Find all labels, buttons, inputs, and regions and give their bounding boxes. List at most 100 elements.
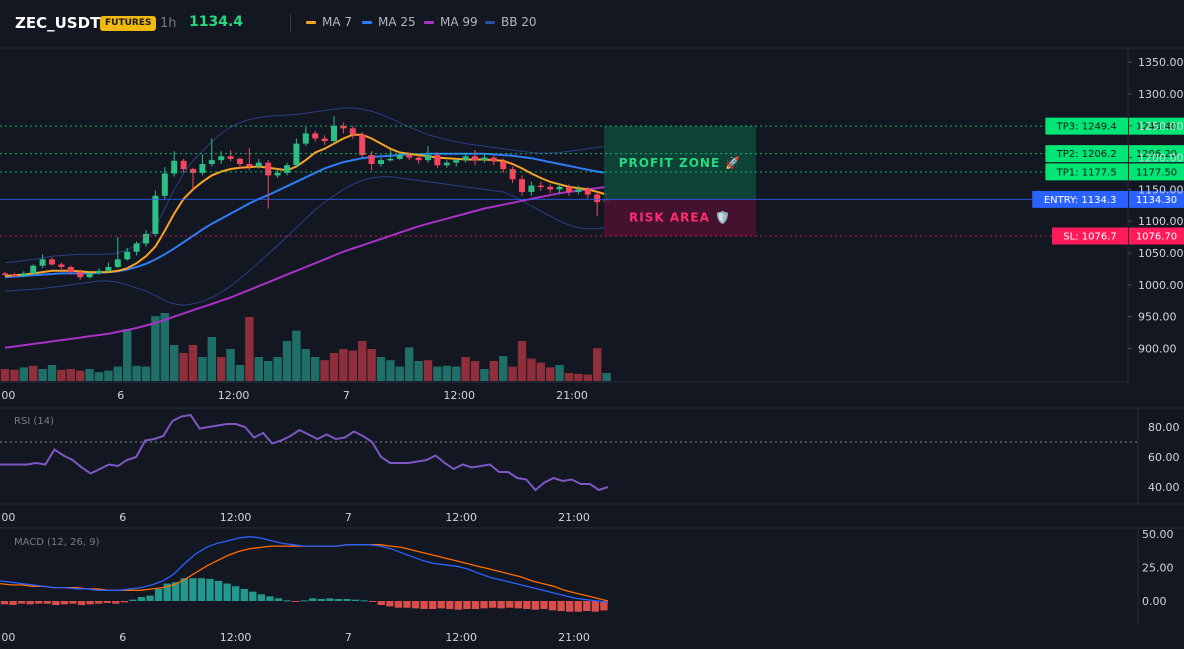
legend-ma99-swatch bbox=[424, 20, 434, 24]
macd-hist-bar bbox=[223, 583, 231, 601]
volume-bar bbox=[254, 357, 263, 381]
volume-bars bbox=[0, 313, 611, 381]
price-tick-label: 1300.00 bbox=[1138, 88, 1184, 101]
candle-body bbox=[124, 251, 131, 260]
legend-ma25-swatch bbox=[362, 20, 372, 24]
macd-time-label: 21:00 bbox=[558, 631, 590, 644]
macd-hist-bar bbox=[343, 598, 351, 601]
macd-hist-bar bbox=[43, 601, 51, 604]
legend-ma7[interactable]: MA 7 bbox=[306, 15, 352, 29]
volume-bar bbox=[499, 356, 508, 381]
macd-hist-bar bbox=[274, 598, 283, 601]
candle-body bbox=[133, 243, 140, 252]
symbol-label[interactable]: ZEC_USDT bbox=[15, 14, 101, 32]
candle-body bbox=[575, 189, 582, 192]
volume-bar bbox=[188, 345, 198, 381]
tp3-price-tag bbox=[1129, 117, 1184, 135]
macd-hist-bar bbox=[369, 601, 377, 602]
rsi-time-label: 12:00 bbox=[445, 511, 477, 524]
macd-hist-bar bbox=[9, 601, 17, 606]
entry-tag bbox=[1032, 190, 1128, 208]
volume-bar bbox=[179, 353, 188, 381]
legend-bb20[interactable]: BB 20 bbox=[485, 15, 537, 29]
volume-bar bbox=[536, 362, 545, 381]
main-time-label: 21:00 bbox=[556, 389, 588, 402]
candle-body bbox=[190, 169, 196, 173]
candle-body bbox=[30, 265, 37, 274]
candle-body bbox=[537, 185, 544, 188]
candle-body bbox=[49, 259, 55, 265]
macd-hist-bar bbox=[514, 601, 522, 609]
volume-bar bbox=[151, 316, 160, 381]
legend-ma99-label: MA 99 bbox=[440, 15, 478, 29]
tp1-price-label: 1177.50 bbox=[1136, 167, 1177, 178]
volume-bar bbox=[339, 349, 348, 381]
rsi-panel[interactable]: RSI (14) 40.00 60.00 80.00 2:00 6 12:00 7 12:00 2… bbox=[0, 407, 1184, 524]
profit-zone bbox=[604, 126, 756, 200]
main-time-label: 12:00 bbox=[443, 389, 475, 402]
macd-hist-bar bbox=[112, 601, 120, 604]
volume-bar bbox=[452, 366, 461, 381]
macd-hist-bar bbox=[454, 601, 463, 610]
volume-bar bbox=[320, 360, 329, 381]
volume-bar bbox=[301, 349, 310, 381]
rsi-time-label: 21:00 bbox=[558, 511, 590, 524]
macd-hist-bar bbox=[266, 596, 274, 601]
macd-panel[interactable]: MACD (12, 26, 9) 0.00 25.00 50.00 2:00 6 12:00… bbox=[0, 527, 1184, 644]
header-divider bbox=[290, 14, 291, 32]
volume-bar bbox=[376, 357, 386, 381]
candle-body bbox=[472, 156, 478, 161]
macd-hist-bar bbox=[377, 601, 385, 606]
candle-body bbox=[58, 264, 65, 267]
price-tick-label: 1050.00 bbox=[1138, 247, 1184, 260]
volume-bar bbox=[508, 366, 517, 381]
legend-ma99[interactable]: MA 99 bbox=[424, 15, 478, 29]
candle-body bbox=[443, 162, 450, 166]
volume-bar bbox=[527, 358, 536, 381]
volume-bar bbox=[423, 360, 433, 381]
candle-body bbox=[265, 162, 272, 176]
macd-hist-bar bbox=[35, 601, 43, 604]
volume-bar bbox=[104, 370, 113, 381]
volume-bar bbox=[358, 341, 367, 381]
main-time-axis[interactable]: 2:00 6 12:00 7 12:00 21:00 bbox=[0, 389, 588, 402]
price-tick-label: 1350.00 bbox=[1138, 56, 1184, 69]
legend-ma25[interactable]: MA 25 bbox=[362, 15, 416, 29]
trade-levels[interactable]: TP3: 1249.4 1249.40 TP2: 1206.2 1206.20 TP1:… bbox=[0, 117, 1184, 245]
candle-body bbox=[500, 161, 507, 170]
macd-hist-bar bbox=[283, 600, 291, 602]
candle-body bbox=[509, 169, 516, 180]
macd-time-label: 6 bbox=[119, 631, 126, 644]
moving-averages bbox=[4, 133, 607, 349]
volume-bar bbox=[245, 317, 254, 381]
rsi-tick-label: 60.00 bbox=[1148, 451, 1180, 464]
candle-body bbox=[406, 155, 413, 158]
macd-hist-bar bbox=[240, 588, 248, 601]
macd-hist-bar bbox=[334, 598, 343, 601]
candle-body bbox=[331, 125, 337, 142]
macd-hist-bar bbox=[540, 601, 548, 610]
timeframe-label[interactable]: 1h bbox=[160, 16, 177, 31]
volume-bar bbox=[217, 357, 226, 381]
macd-hist-bar bbox=[300, 600, 308, 602]
bollinger-bands bbox=[4, 107, 607, 306]
macd-hist-bar bbox=[317, 598, 326, 601]
candle-body bbox=[302, 133, 309, 144]
tp1-price-tag bbox=[1129, 163, 1184, 181]
volume-bar bbox=[0, 369, 10, 381]
price-tick-label: 1200.00 bbox=[1138, 152, 1184, 165]
volume-bar bbox=[433, 366, 442, 381]
macd-hist-bar bbox=[309, 598, 317, 601]
candles[interactable] bbox=[2, 116, 610, 280]
candle-body bbox=[378, 160, 384, 164]
candle-body bbox=[11, 274, 18, 277]
candle-body bbox=[86, 273, 93, 278]
price-axis[interactable]: 900.00 950.00 1000.00 1050.00 1100.00 1150.00… bbox=[1128, 56, 1184, 355]
candle-body bbox=[349, 128, 356, 135]
candle-body bbox=[519, 179, 525, 192]
volume-bar bbox=[564, 373, 574, 381]
macd-title: MACD (12, 26, 9) bbox=[14, 537, 100, 548]
volume-bar bbox=[386, 360, 395, 381]
macd-hist-bar bbox=[446, 601, 454, 610]
